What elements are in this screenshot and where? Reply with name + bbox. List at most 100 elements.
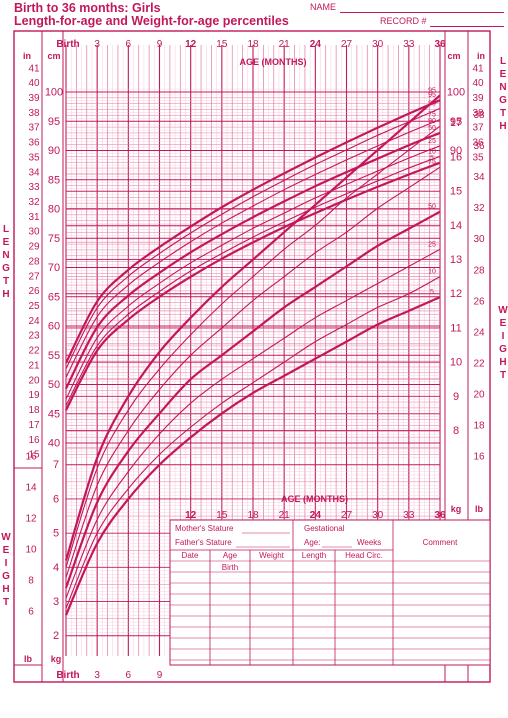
length-curve-p25-line [65, 145, 441, 400]
weight-title-letter-right: H [499, 357, 506, 368]
lb-tick-label-left: 14 [25, 482, 37, 493]
in-tick-label: 27 [28, 271, 40, 282]
length-curve-p75-line [65, 118, 441, 378]
lb-unit-label-left: lb [24, 654, 33, 664]
in-tick-label: 37 [28, 123, 40, 134]
weeks-label: Weeks [357, 538, 381, 547]
cm-tick-label: 40 [48, 438, 60, 450]
table-header-2: Age [223, 551, 238, 560]
cm-tick-label: 55 [48, 350, 60, 362]
age-tick-label-top: 9 [157, 39, 163, 50]
length-title-letter-left: E [3, 237, 10, 248]
in-tick-label-right: 37 [472, 123, 484, 134]
length-title-letter-right: L [500, 56, 506, 67]
kg-tick-label-left: 7 [53, 459, 59, 471]
in-tick-label-right: 35 [472, 152, 484, 163]
age-tick-label-mid: 18 [247, 510, 259, 521]
length-title-letter-left: N [2, 250, 9, 261]
age-axis-title-mid: AGE (MONTHS) [281, 494, 348, 504]
record-table [169, 519, 491, 666]
weight-curve-p10-label: 10 [428, 269, 436, 276]
in-tick-label: 22 [28, 346, 40, 357]
in-tick-label-right: 41 [472, 63, 484, 74]
record-field[interactable] [430, 26, 504, 27]
age-tick-label-bottom: 6 [126, 670, 132, 681]
lb-tick-label-left: 6 [28, 607, 34, 618]
lb-tick-label-right: 22 [473, 358, 485, 369]
length-curve-p10-label: 10 [428, 148, 436, 155]
age-tick-label-top: 18 [247, 39, 259, 50]
age-tick-label-mid: 33 [403, 510, 415, 521]
in-tick-label: 35 [28, 152, 40, 163]
length-curve-p10-line [65, 155, 441, 406]
lb-tick-label-right: 24 [473, 327, 485, 338]
cm-tick-label: 85 [48, 174, 60, 186]
age-axis-title-top: AGE (MONTHS) [240, 57, 307, 67]
age-tick-label-mid: 27 [341, 510, 353, 521]
kg-tick-label-left: 4 [53, 562, 59, 574]
kg-tick-label-left: 6 [53, 493, 59, 505]
weight-curve-p75-line [65, 166, 441, 578]
length-title-letter-right: H [499, 121, 506, 132]
length-curve-p90-label: 90 [428, 100, 436, 107]
age-tick-label-top: 3 [94, 39, 100, 50]
weight-curve-p95-label: 95 [428, 87, 436, 94]
cm-tick-label: 100 [45, 87, 63, 99]
cm-tick-label: 80 [48, 204, 60, 216]
table-header-1: Date [182, 551, 199, 560]
weight-title-letter-right: I [502, 331, 505, 342]
lb-tick-label-left: 12 [25, 513, 37, 524]
weight-curve-p25-label: 25 [428, 241, 436, 248]
in-unit-label-right: in [477, 51, 485, 61]
lb-tick-label-right: 32 [473, 203, 485, 214]
in-tick-label: 32 [28, 197, 40, 208]
length-title-letter-right: G [499, 95, 507, 106]
chart-title: Birth to 36 months: Girls [14, 1, 161, 15]
age-tick-label-top: 12 [185, 39, 197, 50]
in-tick-label-right: 36 [472, 138, 484, 149]
weight-curve-p5-line [64, 296, 441, 616]
name-label: NAME [310, 2, 337, 12]
cm-tick-label: 60 [48, 321, 60, 333]
in-tick-label: 31 [28, 212, 40, 223]
weight-title-letter-left: E [3, 545, 10, 556]
weight-curve-p50-line [64, 210, 441, 589]
name-field[interactable] [340, 12, 504, 13]
cm-tick-label-right: 95 [450, 116, 462, 128]
in-tick-label: 25 [28, 301, 40, 312]
in-tick-label: 28 [28, 256, 40, 267]
comment-label: Comment [423, 538, 458, 547]
kg-tick-label-right: 16 [450, 151, 462, 163]
kg-tick-label-right: 10 [450, 357, 462, 369]
in-tick-label: 24 [28, 316, 40, 327]
cm-tick-label: 75 [48, 233, 60, 245]
gestational-label: Gestational [304, 524, 345, 533]
gestational-age-label: Age: [304, 538, 320, 547]
lb-tick-label-right: 30 [473, 234, 485, 245]
kg-tick-label-left: 2 [53, 630, 59, 642]
length-curve-p50-line [65, 131, 441, 390]
in-tick-label: 26 [28, 286, 40, 297]
age-tick-label-top: 24 [310, 39, 322, 50]
length-curve-p75-label: 75 [428, 111, 436, 118]
lb-tick-label-left: 8 [28, 576, 34, 587]
age-tick-label-top: 33 [403, 39, 415, 50]
in-tick-label: 33 [28, 182, 40, 193]
cm-tick-label: 95 [48, 116, 60, 128]
weight-title-letter-left: I [5, 558, 8, 569]
kg-unit-label-right: kg [451, 504, 462, 514]
lb-tick-label-left: 16 [25, 451, 37, 462]
age-tick-label-mid: 36 [434, 510, 446, 521]
in-tick-label: 41 [28, 63, 40, 74]
weight-curve-p90-label: 90 [428, 118, 436, 125]
lb-tick-label-right: 38 [473, 110, 485, 121]
age-tick-label-top: 27 [341, 39, 353, 50]
in-tick-label: 19 [28, 390, 40, 401]
record-label: RECORD # [380, 16, 427, 26]
kg-tick-label-right: 15 [450, 186, 462, 198]
cm-unit-label: cm [47, 51, 60, 61]
in-tick-label: 40 [28, 78, 40, 89]
weight-curve-p95-line [64, 94, 441, 561]
weight-curve-p75-label: 75 [428, 159, 436, 166]
